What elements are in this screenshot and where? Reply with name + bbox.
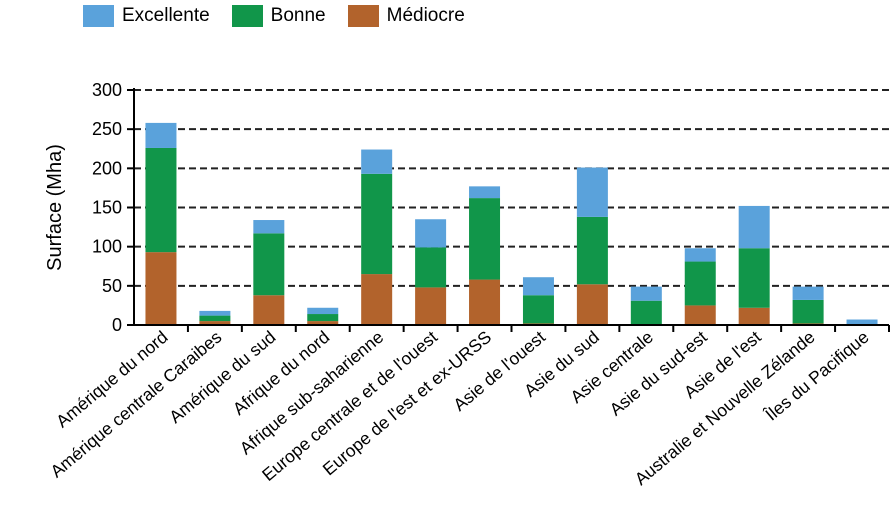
y-tick-label: 50 xyxy=(102,276,122,296)
bar-segment xyxy=(630,300,662,325)
legend-item-bonne: Bonne xyxy=(231,5,326,27)
bar-segment xyxy=(361,173,393,275)
bar-segment xyxy=(738,205,770,249)
y-tick-label: 200 xyxy=(92,158,122,178)
legend-swatch-excellente xyxy=(83,5,114,27)
bar-segment xyxy=(792,299,824,324)
legend-swatch-bonne xyxy=(231,5,263,27)
bar-segment xyxy=(576,216,608,285)
chart-legend: Excellente Bonne Médiocre xyxy=(83,5,487,27)
y-tick-label: 0 xyxy=(112,315,122,335)
legend-label-excellente: Excellente xyxy=(122,5,210,26)
bar-segment xyxy=(415,247,447,288)
y-axis-title: Surface (Mha) xyxy=(44,144,66,271)
bar-segment xyxy=(576,167,608,217)
bar-segment xyxy=(145,147,177,253)
bar-segment xyxy=(307,314,339,322)
legend-swatch-mediocre xyxy=(347,5,379,27)
y-tick-label: 250 xyxy=(92,119,122,139)
bar-segment xyxy=(684,305,716,325)
bar-segment xyxy=(415,287,447,325)
y-tick-label: 300 xyxy=(92,80,122,100)
bar-segment xyxy=(307,307,339,315)
bar-segment xyxy=(522,277,554,296)
bar-segment xyxy=(253,220,285,234)
bar-segment xyxy=(145,122,177,148)
y-tick-label: 150 xyxy=(92,198,122,218)
x-tick-label: Asie de l'ouest xyxy=(449,327,549,415)
bar-segment xyxy=(199,310,231,316)
bar-segment xyxy=(738,307,770,325)
bar-segment xyxy=(738,248,770,308)
bar-segment xyxy=(792,286,824,300)
legend-label-mediocre: Médiocre xyxy=(386,5,465,26)
bar-segment xyxy=(630,286,662,301)
bar-segment xyxy=(469,198,501,280)
legend-item-mediocre: Médiocre xyxy=(347,5,465,27)
bar-segment xyxy=(469,279,501,325)
bar-segment xyxy=(846,319,878,325)
bar-segment xyxy=(199,321,231,325)
bar-segment xyxy=(253,295,285,325)
bar-segment xyxy=(361,274,393,325)
legend-label-bonne: Bonne xyxy=(270,5,326,26)
legend-item-excellente: Excellente xyxy=(83,5,210,27)
bar-segment xyxy=(415,219,447,248)
bar-segment xyxy=(199,315,231,322)
bar-segment xyxy=(684,261,716,306)
bar-segment xyxy=(576,284,608,325)
y-tick-label: 100 xyxy=(92,237,122,257)
bar-segment xyxy=(361,149,393,174)
bar-segment xyxy=(307,321,339,325)
bar-segment xyxy=(253,233,285,296)
bar-segment xyxy=(145,252,177,325)
bar-segment xyxy=(684,248,716,262)
bar-segment xyxy=(469,186,501,199)
bar-segment xyxy=(522,295,554,324)
